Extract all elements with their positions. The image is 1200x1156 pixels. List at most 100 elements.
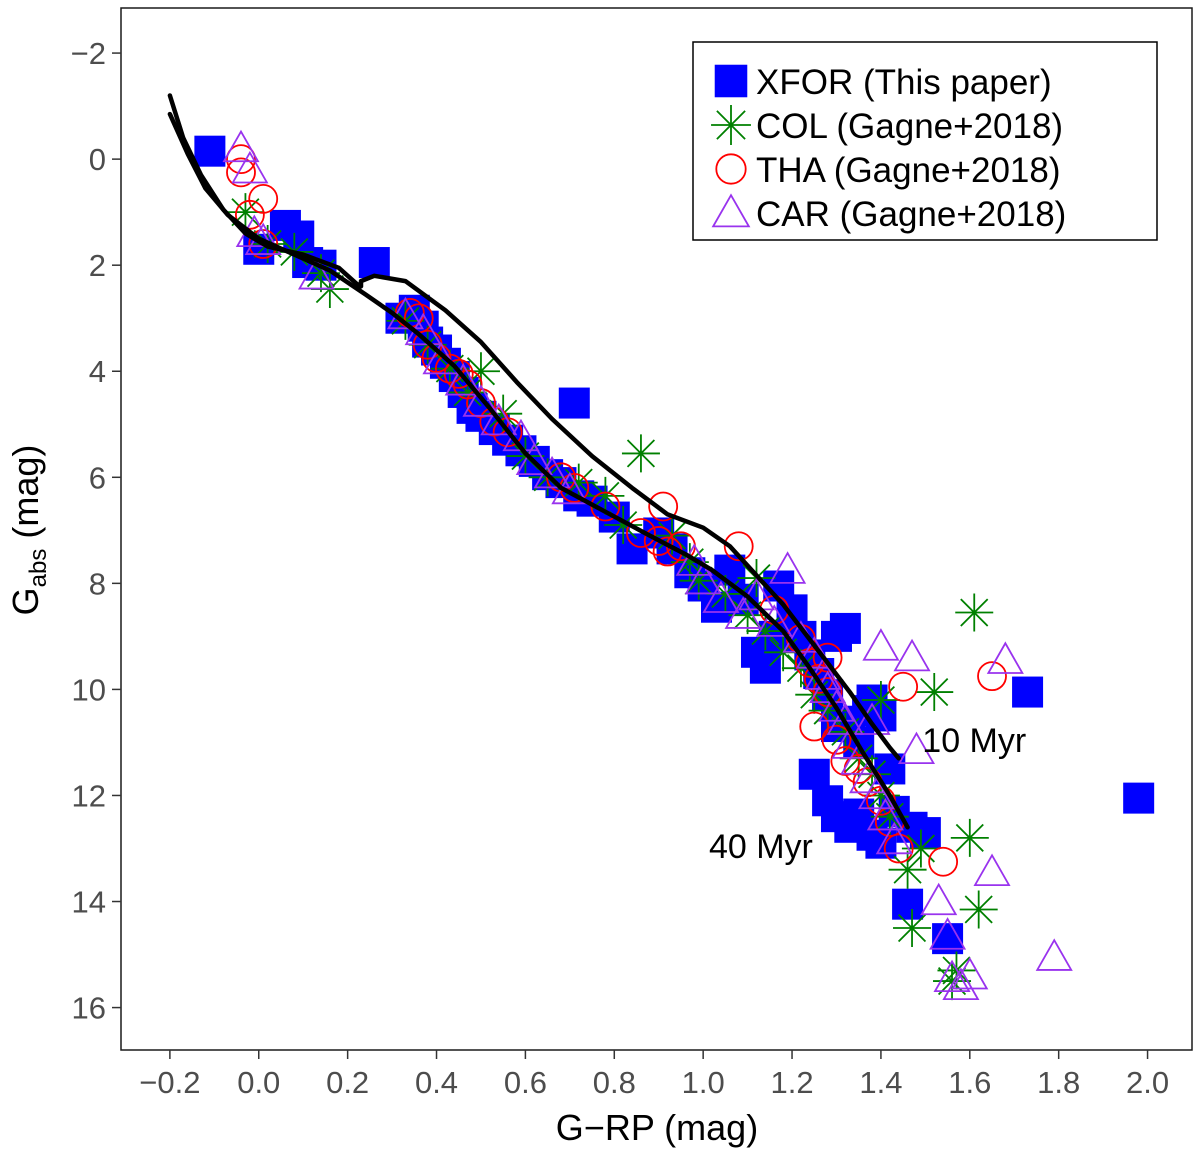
legend-key-triangle-open xyxy=(711,193,751,228)
y-tick-label: 12 xyxy=(72,778,106,813)
data-point xyxy=(794,647,825,678)
data-point xyxy=(1012,676,1044,708)
y-tick-label: 4 xyxy=(89,354,106,389)
data-point xyxy=(929,917,967,950)
data-point xyxy=(809,670,847,704)
data-point xyxy=(821,724,852,755)
data-point xyxy=(301,254,340,293)
data-point xyxy=(670,543,709,582)
data-point xyxy=(799,711,830,742)
legend-key-square xyxy=(714,64,748,98)
legend: XFOR (This paper) COL (Gagne+2018) THA (Ga… xyxy=(692,41,1158,241)
x-tick-label: 2.0 xyxy=(1126,1065,1169,1100)
data-point xyxy=(986,641,1024,674)
data-point xyxy=(959,890,998,929)
data-point xyxy=(684,561,722,595)
data-point xyxy=(776,594,808,626)
legend-label: COL (Gagne+2018) xyxy=(756,107,1063,146)
data-point xyxy=(626,518,656,548)
y-tick-label: 10 xyxy=(72,672,106,707)
data-point xyxy=(586,476,625,515)
data-point xyxy=(621,434,660,473)
isochrone-line xyxy=(167,93,901,761)
y-tick-label: 14 xyxy=(72,885,106,920)
data-point xyxy=(808,691,847,730)
legend-label: THA (Gagne+2018) xyxy=(756,151,1061,190)
data-point xyxy=(461,352,500,391)
data-point xyxy=(915,673,954,712)
data-point xyxy=(883,833,914,864)
data-point xyxy=(616,533,648,565)
data-point xyxy=(888,850,927,889)
x-tick-label: 1.4 xyxy=(859,1065,902,1100)
data-point xyxy=(829,612,861,644)
x-tick-label: 0.4 xyxy=(415,1065,458,1100)
data-point xyxy=(977,661,1007,692)
legend-box xyxy=(692,41,1158,241)
y-axis-title-unit: (mag) xyxy=(5,445,46,549)
data-point xyxy=(515,442,553,476)
y-axis-title-main: G xyxy=(5,587,46,615)
points-layer xyxy=(167,93,1155,1001)
data-point xyxy=(862,628,900,661)
data-point xyxy=(901,829,940,868)
y-axis-title-sub: abs xyxy=(25,549,52,588)
x-tick-label: 1.2 xyxy=(770,1065,813,1100)
data-point xyxy=(892,888,924,920)
data-point xyxy=(492,417,523,448)
x-tick-label: 1.8 xyxy=(1037,1065,1080,1100)
x-tick-label: 0.6 xyxy=(504,1065,547,1100)
data-point xyxy=(857,776,896,810)
legend-key-asterisk xyxy=(711,105,751,145)
y-axis-title: Gabs (mag) xyxy=(5,445,52,616)
data-point xyxy=(648,491,679,522)
data-point xyxy=(755,604,793,637)
data-point xyxy=(702,580,740,613)
data-point xyxy=(861,776,900,815)
x-tick-label: 1.0 xyxy=(682,1065,725,1100)
x-tick-label: 0.2 xyxy=(326,1065,369,1100)
y-axis: −2 0 2 4 6 8 10 12 14 16 xyxy=(71,36,121,1026)
y-tick-label: 6 xyxy=(89,460,106,495)
data-point xyxy=(955,593,994,632)
data-point xyxy=(870,797,909,836)
data-point xyxy=(231,150,269,184)
data-point xyxy=(386,296,424,330)
y-tick-label: 0 xyxy=(89,142,106,177)
data-point xyxy=(434,353,465,384)
data-point xyxy=(226,157,256,188)
y-tick-label: −2 xyxy=(71,36,106,71)
data-point xyxy=(297,256,336,290)
data-point xyxy=(866,797,904,831)
data-point xyxy=(558,387,590,419)
data-point xyxy=(897,731,936,765)
data-point xyxy=(769,551,807,584)
data-point xyxy=(194,135,226,167)
x-axis-title: G−RP (mag) xyxy=(556,1107,758,1148)
legend-label: XFOR (This paper) xyxy=(756,63,1052,102)
data-point xyxy=(861,681,900,720)
annotation-layer: 10 Myr 40 Myr xyxy=(709,722,1026,866)
data-point xyxy=(226,193,265,232)
data-point xyxy=(422,341,460,375)
y-tick-label: 2 xyxy=(89,248,106,283)
isochrone-annotation: 10 Myr xyxy=(922,722,1026,760)
data-point xyxy=(448,373,487,412)
data-point xyxy=(888,671,919,702)
data-point xyxy=(749,652,781,684)
data-point xyxy=(724,596,762,629)
data-point xyxy=(643,526,674,556)
y-tick-label: 8 xyxy=(89,566,106,601)
data-point xyxy=(444,363,482,396)
data-point xyxy=(928,846,959,877)
isochrone-line xyxy=(167,111,910,830)
data-point xyxy=(222,129,260,163)
data-point xyxy=(1123,782,1155,814)
data-point xyxy=(795,636,833,669)
data-point xyxy=(920,882,958,916)
x-tick-label: −0.2 xyxy=(139,1065,200,1100)
data-point xyxy=(951,956,989,990)
data-point xyxy=(234,199,265,230)
